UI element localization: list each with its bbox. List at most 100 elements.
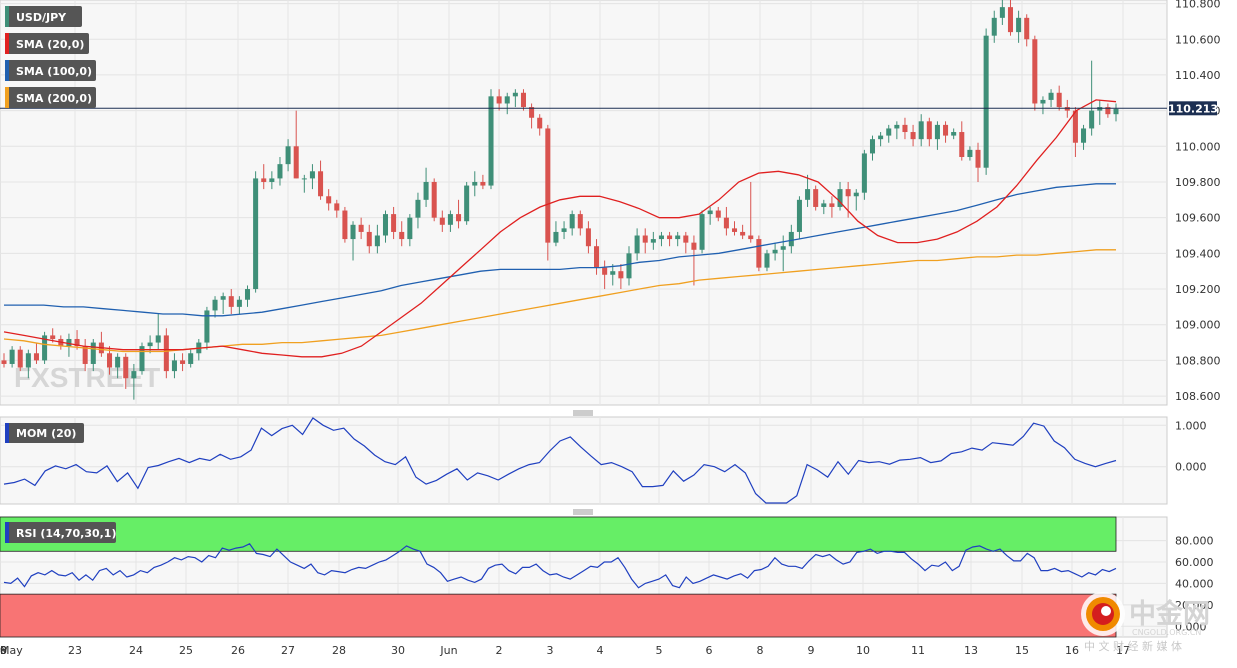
candle <box>886 124 892 143</box>
candle-body <box>902 124 908 133</box>
candle-body <box>439 217 445 225</box>
candle <box>1048 89 1054 108</box>
candle-body <box>9 349 15 364</box>
candle-body <box>334 203 340 211</box>
candle <box>123 353 129 389</box>
candle <box>991 10 997 43</box>
candle <box>837 181 843 211</box>
mom-line <box>3 417 1117 504</box>
candle <box>869 135 876 161</box>
candle <box>318 160 324 200</box>
candle <box>456 199 462 229</box>
candle <box>1016 10 1022 43</box>
candle-body <box>520 92 526 108</box>
candle-body <box>999 7 1005 18</box>
candle <box>667 231 673 247</box>
date-label: 13 <box>964 644 978 657</box>
candle <box>1081 124 1087 150</box>
price-panel-bg <box>0 0 1168 406</box>
date-label: 2 <box>496 644 503 657</box>
candle <box>220 292 226 315</box>
legend-mom[interactable]: MOM (20) <box>5 423 84 443</box>
legend-symbol[interactable]: USD/JPY <box>5 6 82 27</box>
candle <box>829 196 835 218</box>
legend-sma20[interactable]: SMA (20,0) <box>5 33 89 54</box>
candle <box>529 103 535 129</box>
candle <box>17 346 23 372</box>
legend-sma200-label: SMA (200,0) <box>16 92 92 105</box>
candle <box>171 353 177 379</box>
candle <box>269 171 275 190</box>
candle-body <box>261 178 267 182</box>
date-label: 18 <box>0 644 7 657</box>
candle <box>1032 35 1038 111</box>
legend-rsi-label: RSI (14,70,30,1) <box>16 527 116 540</box>
candle-body <box>1064 107 1070 111</box>
candle-body <box>553 231 559 243</box>
panel-divider-2[interactable] <box>573 509 593 515</box>
candle-body <box>529 107 535 118</box>
candle <box>496 89 502 111</box>
candle-body <box>399 231 405 240</box>
candle <box>975 142 981 182</box>
candle-body <box>301 178 307 180</box>
candle <box>439 210 445 232</box>
candle-body <box>42 335 48 361</box>
candle <box>983 28 989 175</box>
candle <box>918 114 924 147</box>
candle <box>675 231 681 247</box>
candle-body <box>180 360 186 364</box>
candle <box>1113 103 1119 122</box>
panel-divider-1[interactable] <box>573 410 593 416</box>
cngold-tagline: 中 文 财 经 新 媒 体 <box>1084 639 1182 653</box>
candle-body <box>1056 92 1062 108</box>
candle-body <box>472 181 478 186</box>
rsi-tick-label: 40.000 <box>1175 577 1214 590</box>
candle-body <box>1081 128 1087 143</box>
candle-body <box>1089 110 1095 129</box>
candle-body <box>366 231 372 247</box>
candle <box>772 242 778 261</box>
rsi-overbought-zone <box>0 516 1117 552</box>
legend-sma100[interactable]: SMA (100,0) <box>5 60 96 81</box>
candle <box>853 189 859 211</box>
candle <box>951 128 957 140</box>
candle <box>845 181 851 218</box>
date-label: 25 <box>179 644 193 657</box>
candle-body <box>188 353 194 364</box>
candle <box>805 174 811 207</box>
candle <box>1007 0 1013 36</box>
candle-body <box>740 231 746 236</box>
mom-grid <box>0 424 1167 468</box>
candle-body <box>991 17 997 36</box>
price-grid <box>0 0 1167 637</box>
candle-body <box>496 96 502 104</box>
candle <box>537 114 543 136</box>
price-tick-label: 109.000 <box>1175 319 1221 332</box>
legend-sma200[interactable]: SMA (200,0) <box>5 87 96 108</box>
candle-body <box>66 338 72 347</box>
candle-body <box>805 189 811 200</box>
cngold-watermark: 中金网 CNGOLD.ORG.CN 中 文 财 经 新 媒 体 <box>1081 592 1210 653</box>
candle <box>228 289 234 315</box>
candle-body <box>1105 107 1111 115</box>
candle-body <box>650 239 656 243</box>
date-label: 27 <box>281 644 295 657</box>
candle <box>1097 99 1103 125</box>
candle <box>1040 96 1046 115</box>
candle-body <box>1072 110 1078 143</box>
candle <box>399 221 405 247</box>
legend-rsi[interactable]: RSI (14,70,30,1) <box>5 522 116 543</box>
candle-body <box>212 299 218 311</box>
candle <box>561 221 567 240</box>
candle <box>415 192 421 229</box>
rsi-series-line <box>3 543 1117 589</box>
date-label: 19 <box>0 644 7 657</box>
candle-body <box>1024 17 1030 40</box>
price-tick-label: 109.400 <box>1175 247 1221 260</box>
candle <box>934 121 940 150</box>
candle <box>155 314 161 350</box>
candle <box>366 224 372 254</box>
candle <box>740 224 746 240</box>
date-label: May <box>0 644 23 657</box>
